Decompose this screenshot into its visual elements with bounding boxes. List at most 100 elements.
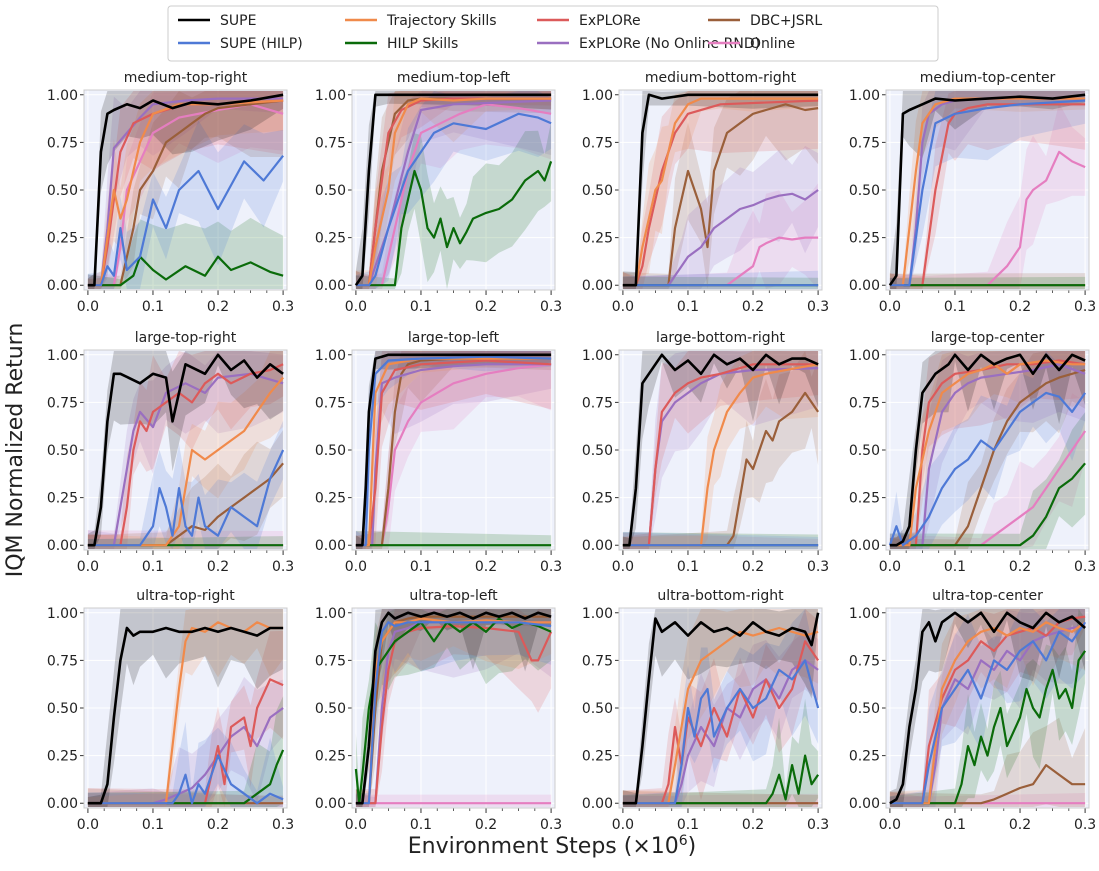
confidence-band-hilp-skills (87, 217, 284, 289)
y-tick-label: 0.25 (849, 491, 880, 507)
panel-large-bottom-right: 0.00 0.25 0.50 0.75 1.00 0.0 0.1 0.2 0.3 large-bo… (582, 330, 829, 575)
legend-item-trajectory-skills: Trajectory Skills (345, 13, 497, 29)
x-tick-label: 0.3 (807, 299, 829, 315)
confidence-band-explore-no-online-rnd (355, 609, 552, 807)
y-tick-label: 0.00 (47, 278, 78, 294)
y-tick-label: 0.75 (47, 395, 78, 411)
confidence-band-trajectory-skills (87, 351, 284, 549)
x-tick-label: 0.2 (475, 299, 497, 315)
y-tick-label: 0.00 (47, 796, 78, 812)
series-line-hilp-skills (354, 617, 552, 805)
y-tick-label: 0.50 (582, 183, 613, 199)
y-tick-label: 0.25 (849, 231, 880, 247)
x-tick-label: 0.2 (1009, 299, 1031, 315)
series-line-supe-hilp (888, 391, 1087, 547)
confidence-band-online (87, 91, 284, 289)
plot-frame (351, 349, 556, 551)
series-line-supe (87, 93, 284, 287)
y-tick-label: 0.25 (47, 231, 78, 247)
confidence-band-trajectory-skills (889, 609, 1086, 807)
series-line-trajectory-skills (87, 376, 284, 547)
y-tick-label: 0.50 (47, 701, 78, 717)
confidence-band-supe (889, 609, 1086, 807)
y-tick-label: 1.00 (315, 348, 346, 364)
plot-frame (618, 349, 823, 551)
legend-item-online: Online (708, 36, 795, 52)
panel-title: ultra-bottom-right (657, 588, 784, 604)
series-line-explore-no-online-rnd (889, 363, 1086, 547)
series-group (622, 351, 820, 549)
confidence-band-dbc-jsrl (355, 609, 552, 807)
confidence-band-explore (889, 91, 1086, 289)
series-line-supe (622, 612, 820, 805)
confidence-band-trajectory-skills (355, 91, 552, 289)
series-line-supe (354, 93, 552, 286)
panel-large-top-left: 0.00 0.25 0.50 0.75 1.00 0.0 0.1 0.2 0.3 large-to… (315, 330, 562, 575)
panel-medium-bottom-right: 0.00 0.25 0.50 0.75 1.00 0.0 0.1 0.2 0.3 medium-b… (582, 70, 829, 315)
series-group (87, 91, 284, 289)
y-tick-label: 1.00 (849, 88, 880, 104)
series-line-hilp-skills (889, 650, 1087, 805)
legend-item-supe: SUPE (178, 13, 256, 29)
x-tick-label: 0.2 (207, 559, 229, 575)
series-line-online (355, 103, 552, 287)
y-tick-label: 1.00 (849, 606, 880, 622)
confidence-band-dbc-jsrl (87, 91, 284, 289)
y-tick-label: 0.50 (315, 183, 346, 199)
panel-large-top-right: 0.00 0.25 0.50 0.75 1.00 0.0 0.1 0.2 0.3 large-to… (47, 330, 294, 575)
plot-frame (351, 89, 556, 291)
x-tick-label: 0.2 (475, 817, 497, 833)
series-group (888, 351, 1087, 549)
x-tick-label: 0.3 (540, 817, 562, 833)
y-tick-label: 0.50 (582, 701, 613, 717)
y-axis-label: IQM Normalized Return (3, 323, 28, 578)
confidence-band-trajectory-skills (355, 609, 552, 807)
confidence-band-online (355, 351, 552, 549)
confidence-band-supe-hilp (889, 609, 1086, 807)
y-tick-label: 0.00 (582, 538, 613, 554)
x-tick-label: 0.0 (77, 817, 99, 833)
y-tick-label: 0.50 (582, 443, 613, 459)
panel-ultra-top-right: 0.00 0.25 0.50 0.75 1.00 0.0 0.1 0.2 0.3 ultra-to… (47, 588, 294, 833)
series-line-dbc-jsrl (87, 99, 284, 287)
series-line-dbc-jsrl (889, 763, 1086, 805)
series-line-supe (622, 353, 819, 547)
series-group (354, 609, 553, 807)
y-tick-label: 0.00 (849, 796, 880, 812)
confidence-band-hilp-skills (889, 276, 1086, 289)
series-line-online (889, 150, 1086, 287)
series-line-supe-hilp (355, 621, 552, 805)
legend-item-dbc-jsrl: DBC+JSRL (708, 13, 822, 29)
x-tick-label: 0.3 (1074, 299, 1096, 315)
x-tick-label: 0.0 (345, 559, 367, 575)
legend-label-online: Online (750, 36, 795, 52)
confidence-band-trajectory-skills (87, 91, 284, 289)
y-tick-label: 0.00 (849, 538, 880, 554)
x-tick-label: 0.2 (475, 559, 497, 575)
legend-item-explore: ExPLORe (537, 13, 641, 29)
x-tick-label: 0.1 (142, 817, 164, 833)
y-tick-label: 1.00 (47, 606, 78, 622)
confidence-band-explore (355, 609, 552, 807)
plot-frame (83, 607, 288, 809)
x-tick-label: 0.2 (742, 559, 764, 575)
x-tick-label: 0.1 (410, 559, 432, 575)
confidence-band-explore (622, 351, 819, 549)
legend-label-hilp-skills: HILP Skills (387, 36, 458, 52)
x-tick-label: 0.3 (272, 559, 294, 575)
series-line-explore-no-online-rnd (87, 707, 284, 805)
confidence-band-explore-no-online-rnd (87, 351, 284, 549)
plot-frame (83, 349, 288, 551)
y-tick-label: 1.00 (582, 606, 613, 622)
y-tick-label: 1.00 (47, 348, 78, 364)
confidence-band-trajectory-skills (355, 351, 552, 549)
series-line-trajectory-skills (87, 621, 284, 805)
x-tick-label: 0.3 (540, 299, 562, 315)
series-line-explore (355, 624, 553, 805)
panel-ultra-bottom-right: 0.00 0.25 0.50 0.75 1.00 0.0 0.1 0.2 0.3 ultra-bo… (582, 588, 829, 833)
y-tick-label: 1.00 (47, 88, 78, 104)
series-line-supe (355, 611, 552, 805)
series-line-supe-hilp (87, 155, 284, 287)
series-line-trajectory-skills (355, 97, 552, 287)
series-line-supe (889, 353, 1086, 547)
